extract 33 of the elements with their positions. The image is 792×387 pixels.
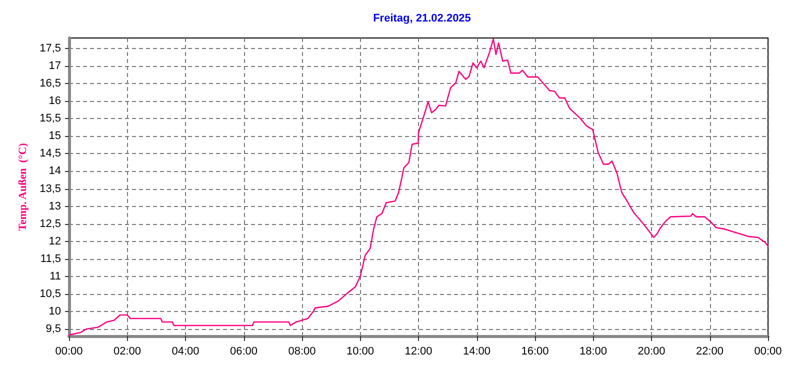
y-tick-label: 12,5 <box>40 218 61 230</box>
y-tick-label: 15 <box>48 130 61 142</box>
y-tick-label: 9,5 <box>46 322 61 335</box>
x-tick-label: 00:00 <box>754 346 782 358</box>
x-tick-label: 08:00 <box>288 346 316 358</box>
x-tick-label: 02:00 <box>113 346 142 358</box>
y-tick-label: 16,5 <box>40 78 61 90</box>
x-tick-label: 14:00 <box>462 346 491 358</box>
y-tick-label: 11 <box>50 270 61 282</box>
x-tick-label: 16:00 <box>521 346 549 358</box>
y-tick-label: 12 <box>48 235 61 248</box>
y-tick-label: 10 <box>48 305 61 318</box>
y-tick-label: 14 <box>48 165 61 178</box>
x-tick-label: 06:00 <box>230 346 258 358</box>
y-tick-label: 17,5 <box>40 42 61 55</box>
x-tick-label: 12:00 <box>404 346 432 358</box>
y-tick-label: 13,5 <box>40 182 61 195</box>
x-tick-label: 00:00 <box>55 346 83 358</box>
y-tick-label: 16 <box>48 95 61 108</box>
y-tick-label: 10,5 <box>40 288 61 300</box>
x-tick-label: 20:00 <box>638 346 666 358</box>
y-tick-label: 11,5 <box>40 252 61 265</box>
x-tick-label: 18:00 <box>579 346 608 358</box>
y-tick-label: 17 <box>48 60 61 72</box>
chart-title: Freitag, 21.02.2025 <box>373 12 471 24</box>
y-tick-label: 13 <box>48 200 61 212</box>
x-tick-label: 04:00 <box>172 346 200 358</box>
x-tick-label: 10:00 <box>346 346 374 358</box>
x-tick-label: 22:00 <box>696 346 724 358</box>
y-axis-title: Temp. Außen (°C) <box>17 142 30 231</box>
y-tick-label: 15,5 <box>40 112 61 125</box>
y-tick-label: 14,5 <box>40 148 61 160</box>
line-series <box>68 38 769 336</box>
